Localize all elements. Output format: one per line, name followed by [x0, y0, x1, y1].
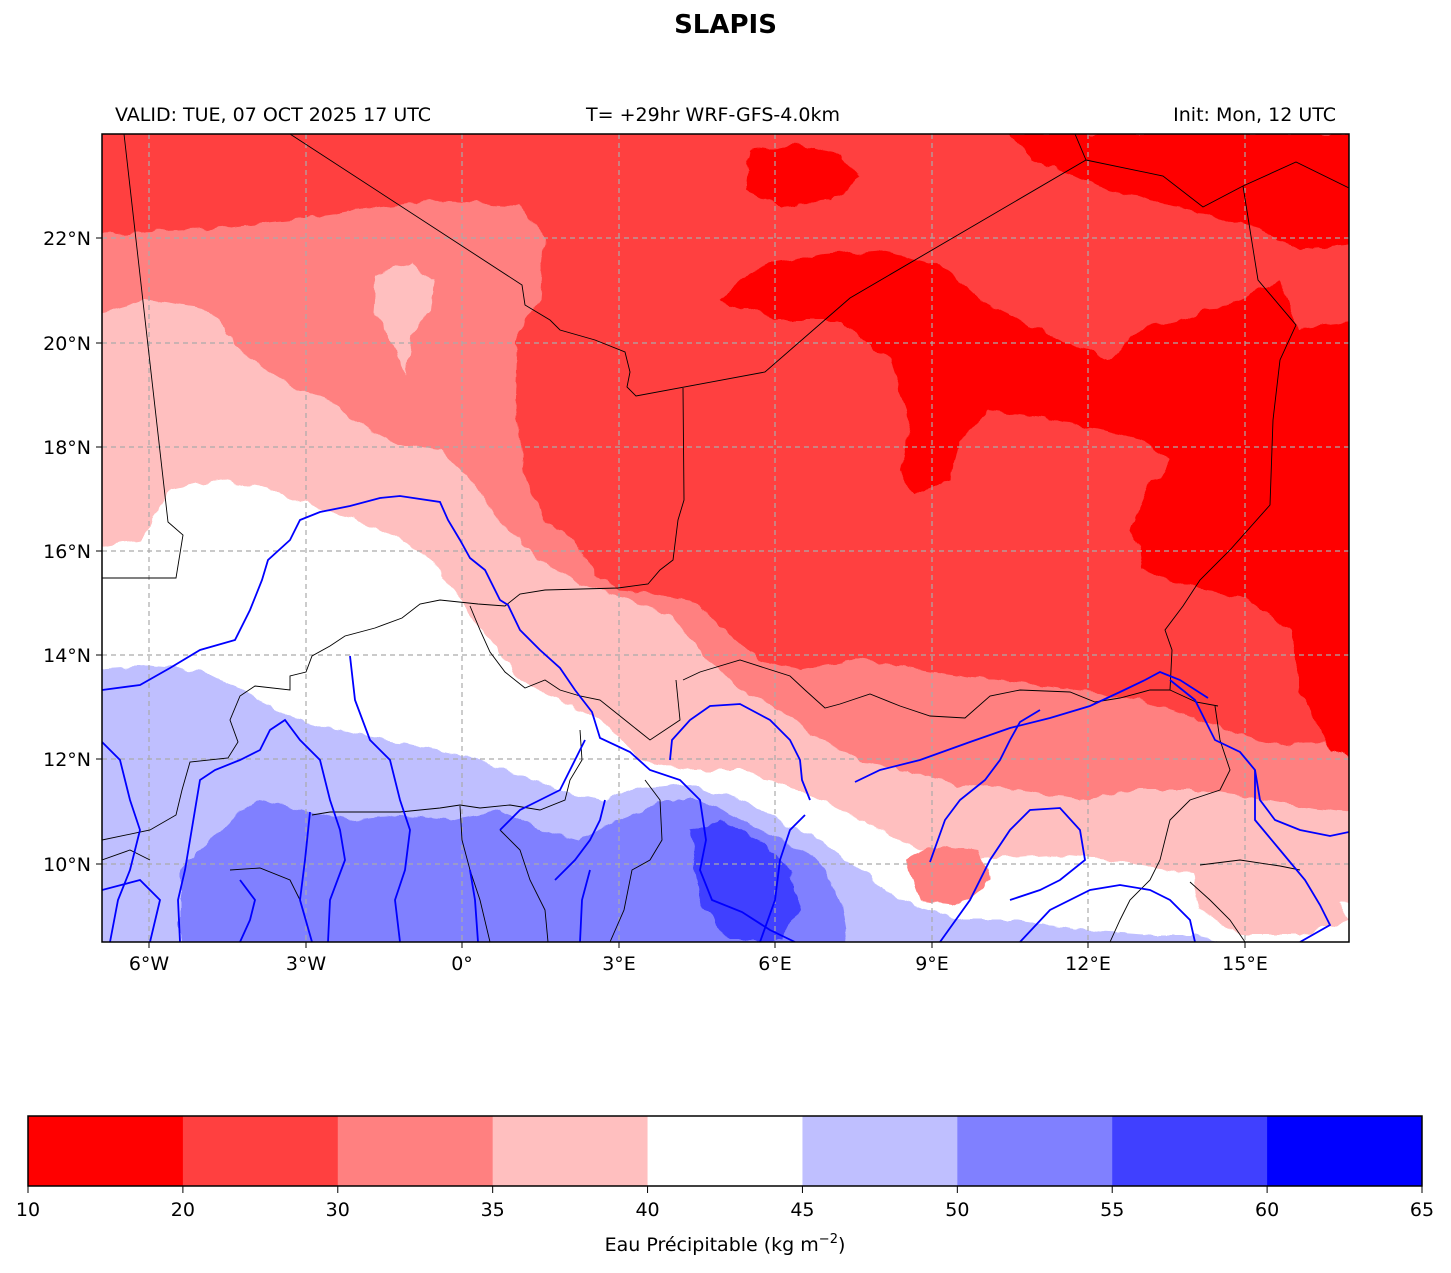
colorbar-swatch [337, 1116, 494, 1186]
lon-tick-label: 0° [451, 953, 473, 975]
lon-tick-label: 6°W [129, 953, 170, 975]
forecast-hour-label: T= +29hr WRF-GFS-4.0km [586, 104, 840, 126]
map-title: SLAPIS [674, 10, 777, 40]
colorbar-tick-label: 40 [635, 1199, 659, 1221]
colorbar-swatch [28, 1116, 184, 1186]
lat-tick-label: 10°N [43, 854, 91, 876]
colorbar-swatch [492, 1116, 649, 1186]
lat-tick-label: 18°N [43, 437, 91, 459]
colorbar-swatch [182, 1116, 339, 1186]
field-patch-30-35 [905, 845, 990, 905]
valid-time-label: VALID: TUE, 07 OCT 2025 17 UTC [115, 104, 431, 126]
colorbar-tick-label: 50 [945, 1199, 969, 1221]
field-patch-35-40 [1190, 860, 1349, 935]
colorbar-tick-label: 45 [790, 1199, 814, 1221]
lat-tick-label: 12°N [43, 749, 91, 771]
colorbar-swatch [957, 1116, 1113, 1186]
field-core-10-20 [720, 250, 1349, 754]
field-band-55-60 [690, 820, 800, 940]
colorbar-tick-label: 35 [481, 1199, 505, 1221]
lon-tick-label: 12°E [1065, 953, 1111, 975]
lon-tick-label: 3°E [602, 953, 636, 975]
country-borders [102, 134, 1349, 942]
lat-tick-label: 20°N [43, 333, 91, 355]
field-core-10-20 [1010, 134, 1349, 250]
colorbar-label: Eau Précipitable (kg m−2) [605, 1232, 846, 1256]
rivers [102, 495, 1349, 942]
init-time-label: Init: Mon, 12 UTC [1173, 104, 1336, 126]
colorbar-ticks: 10 20 30 35 40 45 50 55 60 65 [16, 1186, 1434, 1221]
lon-tick-label: 15°E [1222, 953, 1268, 975]
colorbar-tick-label: 65 [1410, 1199, 1434, 1221]
colorbar-tick-label: 10 [16, 1199, 40, 1221]
lon-tick-label: 6°E [758, 953, 792, 975]
field-band-50-55 [180, 800, 847, 942]
lon-tick-label: 3°W [286, 953, 327, 975]
field-patch-35-40 [372, 262, 435, 375]
colorbar-swatch [1267, 1116, 1423, 1186]
colorbar-tick-label: 30 [326, 1199, 350, 1221]
lat-tick-label: 22°N [43, 228, 91, 250]
lat-tick-label: 16°N [43, 541, 91, 563]
colorbar-frame [27, 1115, 1423, 1187]
colorbar-tick-label: 20 [171, 1199, 195, 1221]
lat-axis: 22°N 20°N 18°N 16°N 14°N 12°N 10°N [43, 228, 102, 876]
colorbar-swatch [647, 1116, 803, 1186]
field-core-10-20 [1130, 470, 1290, 580]
colorbar: 10 20 30 35 40 45 50 55 60 65 Eau Précipitable (k… [16, 1115, 1434, 1256]
colorbar-tick-label: 60 [1255, 1199, 1279, 1221]
map-gridlines [102, 134, 1349, 942]
precipitable-water-field [102, 134, 1349, 942]
colorbar-tick-label: 55 [1100, 1199, 1124, 1221]
colorbar-swatches [28, 1116, 1423, 1186]
lat-tick-label: 14°N [43, 645, 91, 667]
colorbar-swatch [1112, 1116, 1268, 1186]
colorbar-swatch [802, 1116, 958, 1186]
lon-axis: 6°W 3°W 0° 3°E 6°E 9°E 12°E 15°E [129, 942, 1268, 975]
field-core-10-20 [745, 145, 860, 205]
map-frame [101, 133, 1350, 943]
lon-tick-label: 9°E [915, 953, 949, 975]
